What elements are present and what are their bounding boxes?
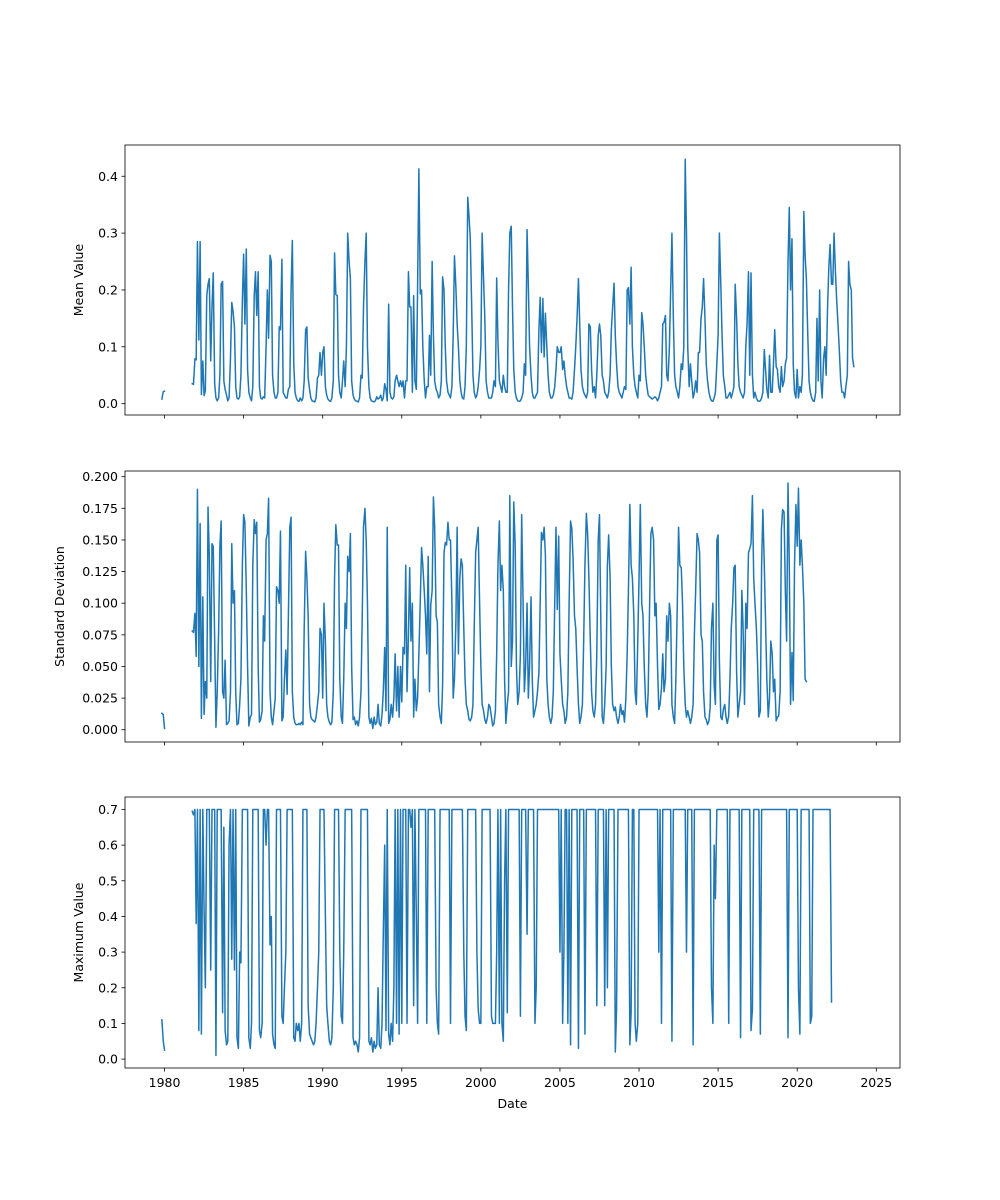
y-tick-label: 0.1 — [98, 339, 118, 354]
series-line-1-segment-2 — [191, 482, 808, 730]
x-tick-label: 1990 — [307, 1075, 339, 1090]
series-line-1-segment-2 — [191, 808, 833, 1057]
y-axis-label: Maximum Value — [71, 882, 86, 982]
x-axis-label: Date — [498, 1096, 528, 1111]
series-line-1-segment-2 — [191, 158, 855, 403]
y-tick-label: 0.000 — [82, 722, 118, 737]
series-line-1-segment-1 — [160, 712, 166, 730]
y-tick-label: 0.3 — [98, 226, 118, 241]
x-tick-label: 2015 — [702, 1075, 734, 1090]
y-tick-label: 0.5 — [98, 873, 118, 888]
series-line-1-segment-1 — [160, 390, 166, 400]
y-tick-label: 0.025 — [82, 691, 118, 706]
y-tick-label: 0.200 — [82, 469, 118, 484]
x-tick-label: 2005 — [544, 1075, 576, 1090]
series-line-1-segment-1 — [161, 1019, 166, 1052]
y-axis-label: Mean Value — [71, 244, 86, 317]
y-tick-label: 0.175 — [82, 501, 118, 516]
y-tick-label: 0.3 — [98, 945, 118, 960]
x-tick-label: 2020 — [781, 1075, 813, 1090]
y-axis-label: Standard Deviation — [52, 546, 67, 667]
x-tick-label: 2000 — [465, 1075, 497, 1090]
y-tick-label: 0.4 — [98, 909, 118, 924]
x-tick-label: 2010 — [623, 1075, 655, 1090]
subplot-1: 0.0 0.1 0.2 0.3 0.4 Mean Value — [71, 144, 901, 419]
y-tick-label: 0.050 — [82, 659, 118, 674]
y-tick-label: 0.0 — [98, 396, 118, 411]
y-tick-label: 0.100 — [82, 596, 118, 611]
axes-frame — [124, 470, 901, 743]
y-tick-label: 0.6 — [98, 838, 118, 853]
y-tick-label: 0.4 — [98, 169, 118, 184]
y-tick-label: 0.7 — [98, 802, 118, 817]
y-tick-label: 0.2 — [98, 282, 118, 297]
subplot-2: 0.000 0.025 0.050 0.075 0.100 0.125 0.150 0.175… — [52, 469, 901, 746]
axes-frame — [124, 144, 901, 416]
y-tick-label: 0.075 — [82, 627, 118, 642]
axes-frame — [124, 796, 901, 1069]
x-tick-label: 2025 — [860, 1075, 892, 1090]
y-tick-label: 0.0 — [98, 1052, 118, 1067]
x-tick-label: 1995 — [386, 1075, 418, 1090]
y-tick-label: 0.2 — [98, 980, 118, 995]
y-tick-label: 0.125 — [82, 564, 118, 579]
y-tick-label: 0.150 — [82, 532, 118, 547]
x-tick-label: 1980 — [149, 1075, 181, 1090]
y-tick-label: 0.1 — [98, 1016, 118, 1031]
subplot-3: 0.0 0.1 0.2 0.3 0.4 0.5 0.6 0.7 1980 1985 1990 1995… — [71, 796, 901, 1111]
x-tick-label: 1985 — [228, 1075, 260, 1090]
